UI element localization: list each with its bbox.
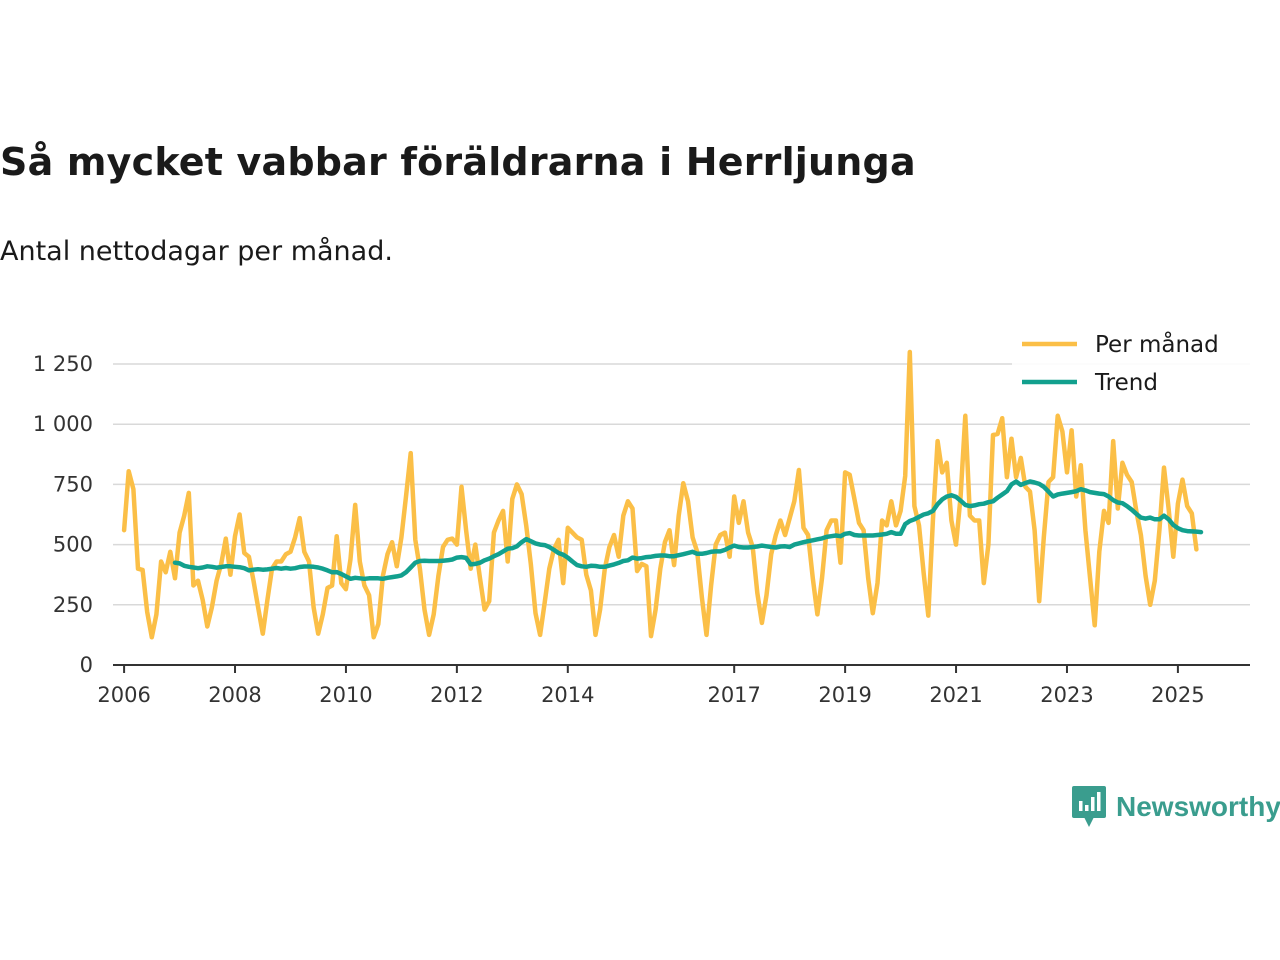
chart-bubble-icon <box>1072 786 1106 828</box>
y-tick-label: 1 250 <box>33 352 93 376</box>
x-tick-label: 2023 <box>1040 683 1093 707</box>
x-tick-label: 2008 <box>208 683 261 707</box>
x-tick-label: 2010 <box>319 683 372 707</box>
legend-label: Trend <box>1094 370 1158 396</box>
y-tick-label: 250 <box>53 593 93 617</box>
x-tick-label: 2017 <box>707 683 760 707</box>
x-tick-label: 2006 <box>97 683 150 707</box>
y-tick-label: 500 <box>53 533 93 557</box>
x-tick-label: 2019 <box>818 683 871 707</box>
legend: Per månad Trend <box>1012 326 1250 408</box>
y-tick-label: 1 000 <box>33 412 93 436</box>
y-tick-label: 750 <box>53 472 93 496</box>
legend-label: Per månad <box>1095 330 1219 358</box>
x-tick-label: 2014 <box>541 683 594 707</box>
x-tick-label: 2012 <box>430 683 483 707</box>
brand-name: Newsworthy <box>1116 791 1280 823</box>
x-tick-label: 2021 <box>929 683 982 707</box>
y-tick-label: 0 <box>80 653 93 677</box>
brand-logo: Newsworthy <box>1072 786 1280 828</box>
x-tick-label: 2025 <box>1151 683 1204 707</box>
